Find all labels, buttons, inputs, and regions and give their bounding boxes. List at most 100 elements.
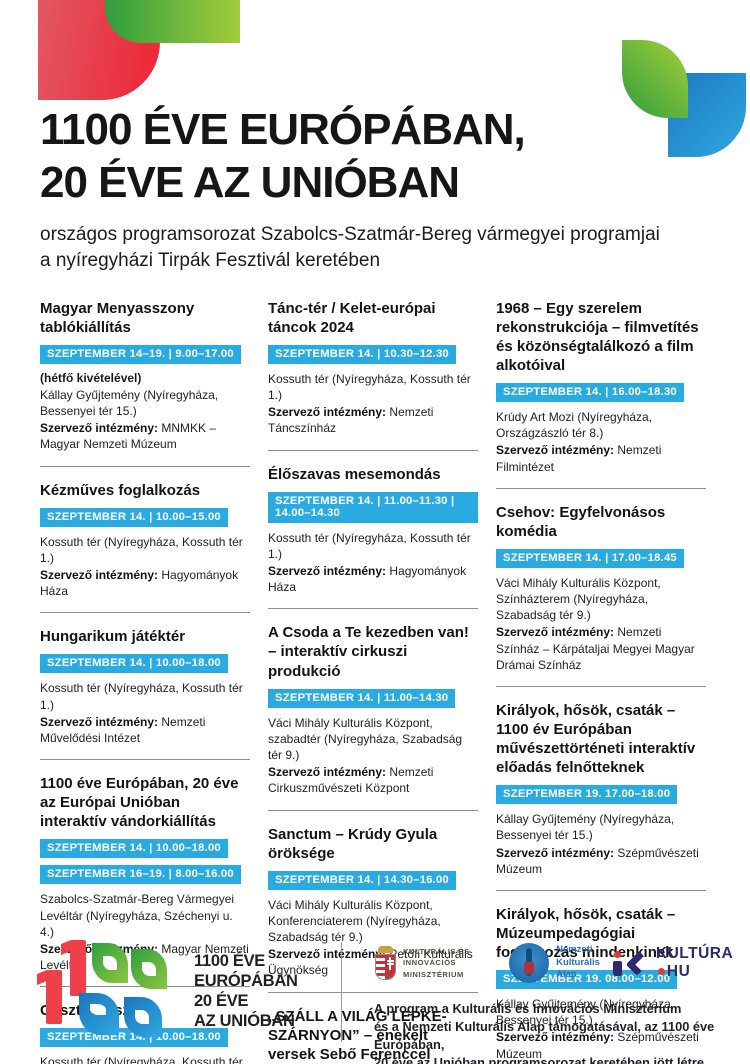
event-organizer: Szervező intézmény: MNMKK – Magyar Nemze…: [40, 421, 217, 452]
event-organizer: Szervező intézmény: Szépművészeti Múzeum: [496, 845, 699, 876]
event-card: Királyok, hősök, csaták – 1100 év Európá…: [496, 701, 706, 877]
event-venue: Kossuth tér (Nyíregyháza, Kossuth tér 1.…: [268, 530, 471, 561]
event-card: Tánc-tér / Kelet-európai táncok 2024 SZEP…: [268, 299, 478, 437]
poster-header: 1100 ÉVE EURÓPÁBAN, 20 ÉVE AZ UNIÓBAN ors…: [0, 0, 750, 275]
date-badge: SZEPTEMBER 14–19. | 9.00–17.00: [40, 344, 241, 364]
organizer-label: Szervező intézmény:: [40, 421, 159, 436]
nka-name-line: Nemzeti: [556, 943, 593, 955]
kultura-hu-logo: KULTÚRAHU: [612, 945, 740, 981]
anniversary-text-line: EURÓPÁBAN: [194, 971, 298, 990]
event-organizer: Szervező intézmény: Nemzeti Színház – Ká…: [496, 625, 695, 672]
event-divider: [40, 612, 250, 614]
event-venue: Kállay Gyűjtemény (Nyíregyháza, Bessenye…: [40, 387, 219, 419]
date-badge: SZEPTEMBER 16–19. | 8.00–16.00: [40, 865, 241, 885]
event-divider: [496, 889, 706, 891]
sponsor-logos-row: KULTURÁLIS ÉS INNOVÁCIÓS MINISZTÉRIUM Ne…: [374, 936, 740, 990]
event-divider: [268, 608, 478, 610]
organizer-label: Szervező intézmény:: [496, 1030, 615, 1045]
date-badge: SZEPTEMBER 14. | 17.00–18.45: [496, 548, 684, 568]
event-card: Csehov: Egyfelvonásos komédia SZEPTEMBER …: [496, 503, 706, 673]
event-organizer: Szervező intézmény: Nemzeti Művelődési I…: [40, 714, 206, 746]
event-title: Királyok, hősök, csaták – 1100 év Európá…: [496, 701, 696, 777]
organizer-label: Szervező intézmény:: [268, 405, 387, 420]
nka-name: Nemzeti Kulturális Alap: [556, 944, 600, 982]
event-card: Élőszavas mesemondás SZEPTEMBER 14. | 11.…: [268, 465, 478, 596]
date-badge: SZEPTEMBER 14. | 10.00–18.00: [40, 1028, 228, 1048]
event-venue: Kállay Gyűjtemény (Nyíregyháza, Bessenye…: [496, 997, 675, 1028]
event-note: (hétfő kivételével): [40, 370, 142, 385]
logo-digit-0: [131, 949, 167, 989]
subtitle-line1: országos programsorozat Szabolcs-Szatmár…: [40, 223, 660, 245]
event-divider: [268, 991, 478, 993]
event-card: Magyar Menyasszony tablókiállítás SZEPTEM…: [40, 299, 250, 453]
ministry-name-line1: KULTURÁLIS ÉS INNOVÁCIÓS: [403, 946, 470, 968]
event-title: Sanctum – Krúdy Gyula öröksége: [268, 825, 438, 862]
organizer-label: Szervező intézmény:: [268, 564, 387, 579]
event-card: „SZÁLL A VILÁG LEPKE-SZÁRNYON” – énekelt…: [268, 1007, 478, 1064]
subtitle-line2: a nyíregyházi Tirpák Fesztivál keretében: [40, 250, 381, 272]
kultura-hu-mark-icon: [612, 950, 622, 976]
anniversary-branding: 1100 ÉVE EURÓPÁBAN 20 ÉVE AZ UNIÓBAN: [46, 938, 298, 1044]
disclaimer-line: és a Nemzeti Kulturális Alap támogatásáv…: [374, 1018, 715, 1052]
event-divider: [496, 487, 706, 489]
logo-digit-2: [79, 993, 119, 1035]
organizer-label: Szervező intézmény:: [40, 568, 159, 583]
event-organizer: Szervező intézmény: Szépművészeti Múzeum: [496, 1030, 699, 1061]
nka-name-line: Kulturális: [556, 956, 600, 968]
organizer-label: Szervező intézmény:: [268, 947, 387, 962]
title-line2: 20 ÉVE AZ UNIÓBAN: [40, 157, 460, 207]
hungarian-coat-of-arms-icon: [374, 945, 396, 980]
organizer-label: Szervező intézmény:: [40, 714, 159, 729]
date-badge: SZEPTEMBER 14. | 16.00–18.30: [496, 382, 684, 402]
date-badge: SZEPTEMBER 14. | 11.00–11.30 | 14.00–14.…: [268, 491, 478, 523]
date-badge: SZEPTEMBER 14. | 10.00–15.00: [40, 507, 228, 527]
red-dot-separator-icon: [657, 968, 665, 975]
date-badge: SZEPTEMBER 19. 17.00–18.00: [496, 785, 678, 805]
title-line1: 1100 ÉVE EURÓPÁBAN,: [40, 105, 526, 154]
support-disclaimer: A program a Kulturális és Innovációs Min…: [374, 1000, 740, 1064]
poster-footer: 1100 ÉVE EURÓPÁBAN 20 ÉVE AZ UNIÓBAN: [0, 932, 750, 1064]
event-venue: Kossuth tér (Nyíregyháza, Kossuth tér 1.…: [40, 681, 243, 712]
anniversary-text-line: 1100 ÉVE: [194, 951, 265, 970]
shield-cross: [385, 954, 395, 979]
nka-emblem-icon: [509, 943, 550, 983]
crown-icon: [377, 945, 393, 953]
event-title: 1100 éve Európában, 20 éve az Európai Un…: [40, 775, 239, 831]
anniversary-logo-text: 1100 ÉVE EURÓPÁBAN 20 ÉVE AZ UNIÓBAN: [194, 951, 298, 1032]
kultura-word: KULTÚRA: [655, 945, 734, 962]
event-venue: Szabolcs-Szatmár-Bereg Vármegyei Levéltá…: [40, 892, 235, 939]
footer-divider: [341, 942, 342, 1042]
organizer-label: Szervező intézmény:: [268, 765, 387, 780]
nka-name-line: Alap: [556, 969, 577, 981]
disclaimer-line: 20 éve az Unióban programsorozat keretéb…: [374, 1054, 708, 1064]
event-card: Hungarikum játéktér SZEPTEMBER 14. | 10.0…: [40, 627, 250, 746]
organizer-label: Szervező intézmény:: [496, 443, 615, 458]
event-organizer: Szervező intézmény: Nemzeti Cirkuszművés…: [268, 765, 434, 796]
event-title: A Csoda a Te kezedben van! – interaktív …: [268, 624, 469, 680]
event-venue: Kossuth tér (Nyíregyháza, Kossuth tér 1.…: [268, 371, 471, 403]
date-badge: SZEPTEMBER 14. | 10.30–12.30: [268, 344, 456, 364]
event-title: Csehov: Egyfelvonásos komédia: [496, 503, 666, 540]
event-title: „SZÁLL A VILÁG LEPKE-SZÁRNYON” – énekelt…: [268, 1007, 447, 1063]
event-venue: Kállay Gyűjtemény (Nyíregyháza, Bessenye…: [496, 812, 675, 843]
event-divider: [496, 685, 706, 687]
kultura-tld: HU: [666, 963, 691, 980]
event-divider: [268, 809, 478, 811]
event-venue: Kossuth tér (Nyíregyháza, Kossuth tér 1.…: [40, 1055, 243, 1064]
program-column: 1968 – Egy szerelem rekonstrukciója – fi…: [496, 299, 706, 1064]
ministry-logo: KULTURÁLIS ÉS INNOVÁCIÓS MINISZTÉRIUM: [374, 945, 496, 980]
sponsors-block: KULTURÁLIS ÉS INNOVÁCIÓS MINISZTÉRIUM Ne…: [374, 936, 740, 1064]
logo-digit-0: [92, 943, 128, 983]
logo-digit-1: [70, 940, 86, 996]
navy-bar-icon: [612, 960, 622, 976]
date-badge: SZEPTEMBER 14. | 11.00–14.30: [268, 688, 456, 708]
event-divider: [40, 759, 250, 761]
event-card: Kézműves foglalkozás SZEPTEMBER 14. | 10.…: [40, 481, 250, 600]
event-title: Tánc-tér / Kelet-európai táncok 2024: [268, 299, 436, 336]
logo-digit-0: [124, 997, 162, 1037]
chevron-left-icon: [625, 950, 651, 976]
event-card: A Csoda a Te kezedben van! – interaktív …: [268, 623, 478, 796]
organizer-label: Szervező intézmény:: [496, 625, 615, 640]
event-title: 1968 – Egy szerelem rekonstrukciója – fi…: [496, 299, 699, 374]
logo-digit-1: [46, 970, 62, 1024]
